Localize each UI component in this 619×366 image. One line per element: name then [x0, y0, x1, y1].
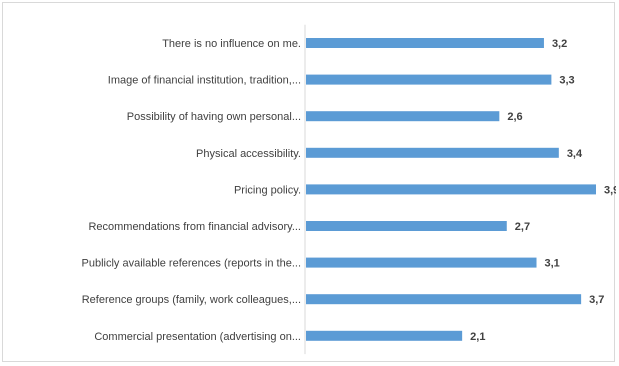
category-label: There is no influence on me.: [162, 38, 301, 50]
data-label: 2,6: [507, 111, 522, 123]
bar: [306, 330, 463, 341]
data-label: 3,7: [589, 294, 604, 306]
category-label: Image of financial institution, traditio…: [108, 75, 301, 87]
bar: [306, 74, 552, 85]
bar: [306, 38, 544, 48]
category-label: Recommendations from financial advisory.…: [88, 221, 301, 233]
category-label: Reference groups (family, work colleague…: [82, 294, 301, 306]
data-label: 3,4: [567, 148, 583, 160]
bar: [306, 147, 559, 158]
bar: [306, 111, 500, 122]
bar-chart: There is no influence on me. 3,2 Image of …: [82, 24, 616, 355]
category-label: Physical accessibility.: [196, 148, 301, 160]
data-label: 3,3: [559, 75, 574, 87]
data-label: 2,7: [515, 221, 530, 233]
category-label: Pricing policy.: [234, 184, 301, 196]
data-label: 2,1: [470, 331, 485, 343]
category-label: Publicly available references (reports i…: [82, 258, 302, 270]
bar: [306, 184, 596, 195]
category-label: Commercial presentation (advertising on.…: [94, 331, 301, 343]
chart-frame: There is no influence on me. 3,2 Image of …: [2, 2, 616, 362]
category-label: Possibility of having own personal...: [127, 111, 301, 123]
data-label: 3,9: [604, 184, 616, 196]
data-label: 3,1: [545, 258, 560, 270]
bar: [306, 294, 582, 305]
bar: [306, 221, 507, 231]
data-label: 3,2: [552, 38, 567, 50]
bar: [306, 257, 537, 268]
